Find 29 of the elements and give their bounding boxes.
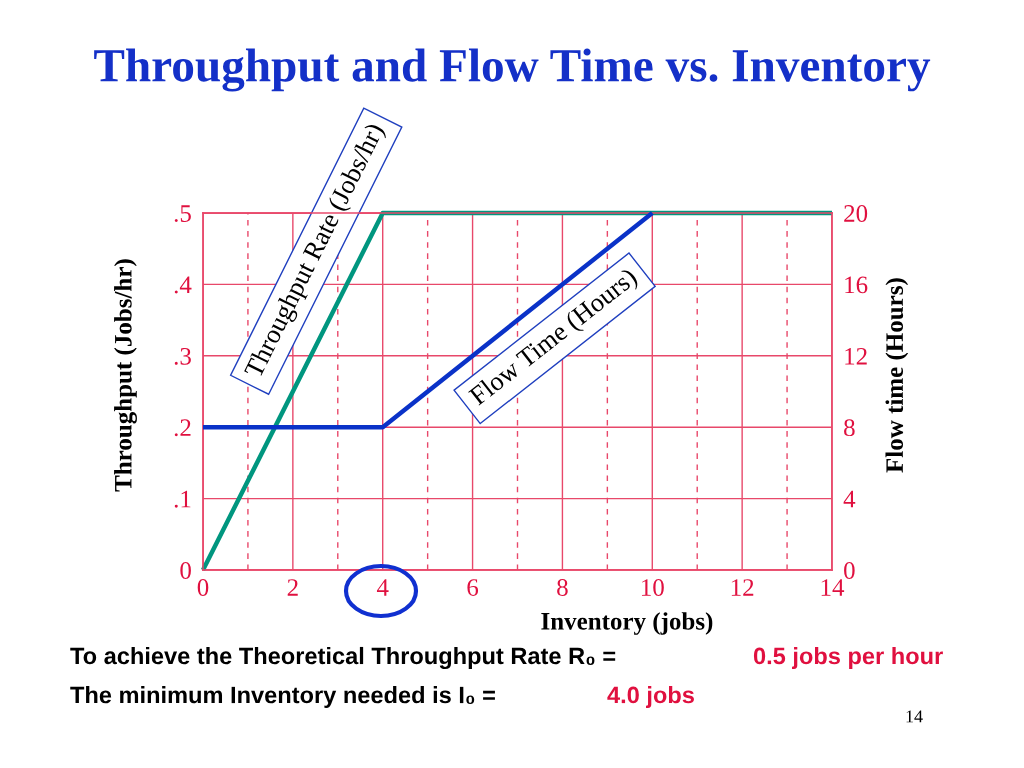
y-tick-label: .4 xyxy=(174,276,192,294)
y-axis-title: Throughput (Jobs/hr) xyxy=(114,259,137,492)
x-tick-label: 10 xyxy=(641,579,664,596)
x-tick-label: 14 xyxy=(821,579,845,596)
chart-title: Throughput and Flow Time vs. Inventory xyxy=(94,48,931,92)
x-tick-label: 0 xyxy=(197,579,209,596)
y-tick-label: .5 xyxy=(174,205,191,223)
text: 14 xyxy=(906,710,923,723)
y-tick-label: .2 xyxy=(174,419,191,437)
text: 0.5 jobs per hour xyxy=(753,646,943,669)
y-tick-label: 0 xyxy=(180,562,191,579)
x-tick-label: 6 xyxy=(467,579,479,596)
y2-tick-label: 16 xyxy=(845,276,868,294)
y2-tick-label: 8 xyxy=(844,419,855,437)
y-tick-label: .1 xyxy=(174,490,191,508)
x-tick-label: 2 xyxy=(287,579,298,596)
x-tick-label: 4 xyxy=(376,579,389,596)
y2-tick-label: 0 xyxy=(844,562,855,579)
y-tick-label: .3 xyxy=(174,347,191,365)
x-tick-label: 8 xyxy=(557,579,568,596)
text: 4.0 jobs xyxy=(607,685,694,708)
x-axis-title: Inventory (jobs) xyxy=(541,612,713,635)
y2-tick-label: 12 xyxy=(845,347,867,365)
y2-tick-label: 4 xyxy=(843,490,856,508)
text: The minimum Inventory needed is I₀ = xyxy=(70,685,495,708)
x-tick-label: 12 xyxy=(731,579,754,596)
y2-axis-title: Flow time (Hours) xyxy=(885,278,909,473)
text: To achieve the Theoretical Throughput Rate R₀ = xyxy=(70,646,616,670)
y2-tick-label: 20 xyxy=(844,205,868,222)
